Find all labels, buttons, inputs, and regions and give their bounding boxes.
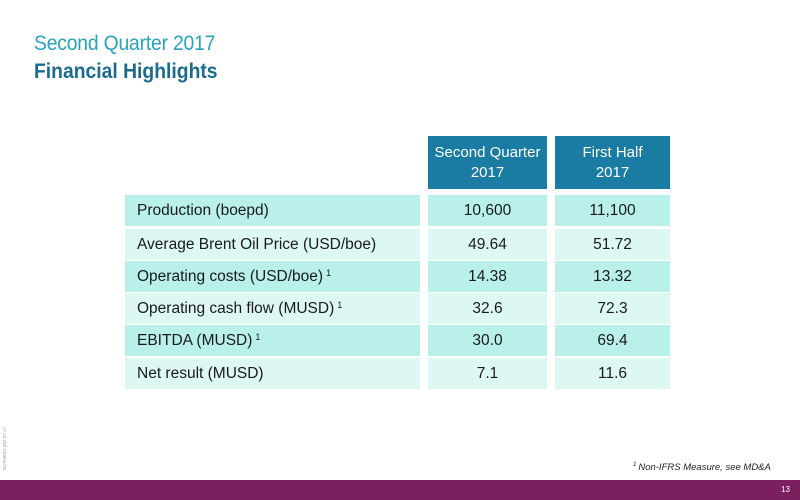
slide-title-main: Financial Highlights — [34, 60, 218, 83]
row-value-second-quarter: 7.1 — [428, 358, 547, 389]
row-value-second-quarter: 32.6 — [428, 293, 547, 324]
column-header-line2: 2017 — [595, 163, 630, 181]
table-row: Operating costs (USD/boe) 1 14.38 13.32 — [125, 261, 670, 292]
footer-bar: 13 — [0, 480, 800, 500]
row-value-second-quarter: 10,600 — [428, 195, 547, 226]
table-row: Net result (MUSD) 7.1 11.6 — [125, 358, 670, 389]
row-value-first-half: 72.3 — [555, 293, 670, 324]
table-row: Operating cash flow (MUSD) 1 32.6 72.3 — [125, 293, 670, 324]
row-value-first-half: 11.6 — [555, 358, 670, 389]
footnote-marker: 1 — [337, 300, 343, 310]
page-number: 13 — [781, 485, 790, 494]
row-label-text: Operating costs (USD/boe) — [137, 268, 324, 285]
column-header-second-quarter: Second Quarter 2017 — [428, 136, 547, 189]
row-label: Production (boepd) — [125, 195, 420, 226]
document-code: NCF06031 p02 07.17 — [2, 426, 7, 470]
row-value-second-quarter: 49.64 — [428, 229, 547, 260]
row-label: Net result (MUSD) — [125, 358, 420, 389]
row-value-first-half: 51.72 — [555, 229, 670, 260]
row-value-second-quarter: 14.38 — [428, 261, 547, 292]
table-row: EBITDA (MUSD) 1 30.0 69.4 — [125, 325, 670, 356]
row-label: EBITDA (MUSD) 1 — [125, 325, 420, 356]
row-label-text: Net result (MUSD) — [137, 365, 264, 382]
footnote-text: Non-IFRS Measure, see MD&A — [638, 462, 771, 473]
row-value-first-half: 13.32 — [555, 261, 670, 292]
table-row: Production (boepd) 10,600 11,100 — [125, 195, 670, 226]
row-label-text: Average Brent Oil Price (USD/boe) — [137, 236, 377, 253]
row-label: Average Brent Oil Price (USD/boe) — [125, 229, 420, 260]
row-label-text: Operating cash flow (MUSD) — [137, 300, 335, 317]
column-header-line1: Second Quarter — [434, 143, 541, 161]
row-value-second-quarter: 30.0 — [428, 325, 547, 356]
row-label: Operating cash flow (MUSD) 1 — [125, 293, 420, 324]
column-header-line2: 2017 — [470, 163, 505, 181]
row-label: Operating costs (USD/boe) 1 — [125, 261, 420, 292]
row-value-first-half: 11,100 — [555, 195, 670, 226]
footnote-marker: 1 — [633, 462, 637, 468]
column-header-line1: First Half — [582, 143, 643, 161]
row-value-first-half: 69.4 — [555, 325, 670, 356]
row-label-text: EBITDA (MUSD) — [137, 332, 253, 349]
footnote-marker: 1 — [255, 332, 261, 342]
footnote-marker: 1 — [326, 268, 332, 278]
row-label-text: Production (boepd) — [137, 202, 269, 219]
footnote: 1 Non-IFRS Measure, see MD&A — [633, 462, 771, 473]
column-header-first-half: First Half 2017 — [555, 136, 670, 189]
table-row: Average Brent Oil Price (USD/boe) 49.64 … — [125, 229, 670, 260]
slide-title-period: Second Quarter 2017 — [34, 32, 216, 55]
